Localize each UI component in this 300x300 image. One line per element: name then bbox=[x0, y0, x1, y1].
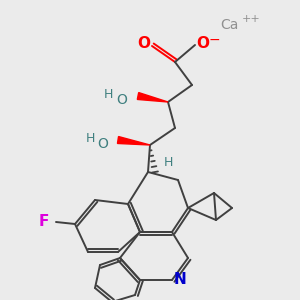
Polygon shape bbox=[118, 136, 150, 145]
Text: O: O bbox=[117, 93, 128, 107]
Text: ++: ++ bbox=[242, 14, 261, 24]
Text: H: H bbox=[103, 88, 113, 100]
Text: F: F bbox=[39, 214, 49, 230]
Text: N: N bbox=[174, 272, 186, 287]
Polygon shape bbox=[137, 93, 168, 102]
Text: −: − bbox=[208, 33, 220, 47]
Text: O: O bbox=[137, 37, 151, 52]
Text: H: H bbox=[163, 157, 173, 169]
Text: H: H bbox=[85, 131, 95, 145]
Text: O: O bbox=[196, 35, 209, 50]
Text: O: O bbox=[98, 137, 108, 151]
Text: Ca: Ca bbox=[220, 18, 239, 32]
